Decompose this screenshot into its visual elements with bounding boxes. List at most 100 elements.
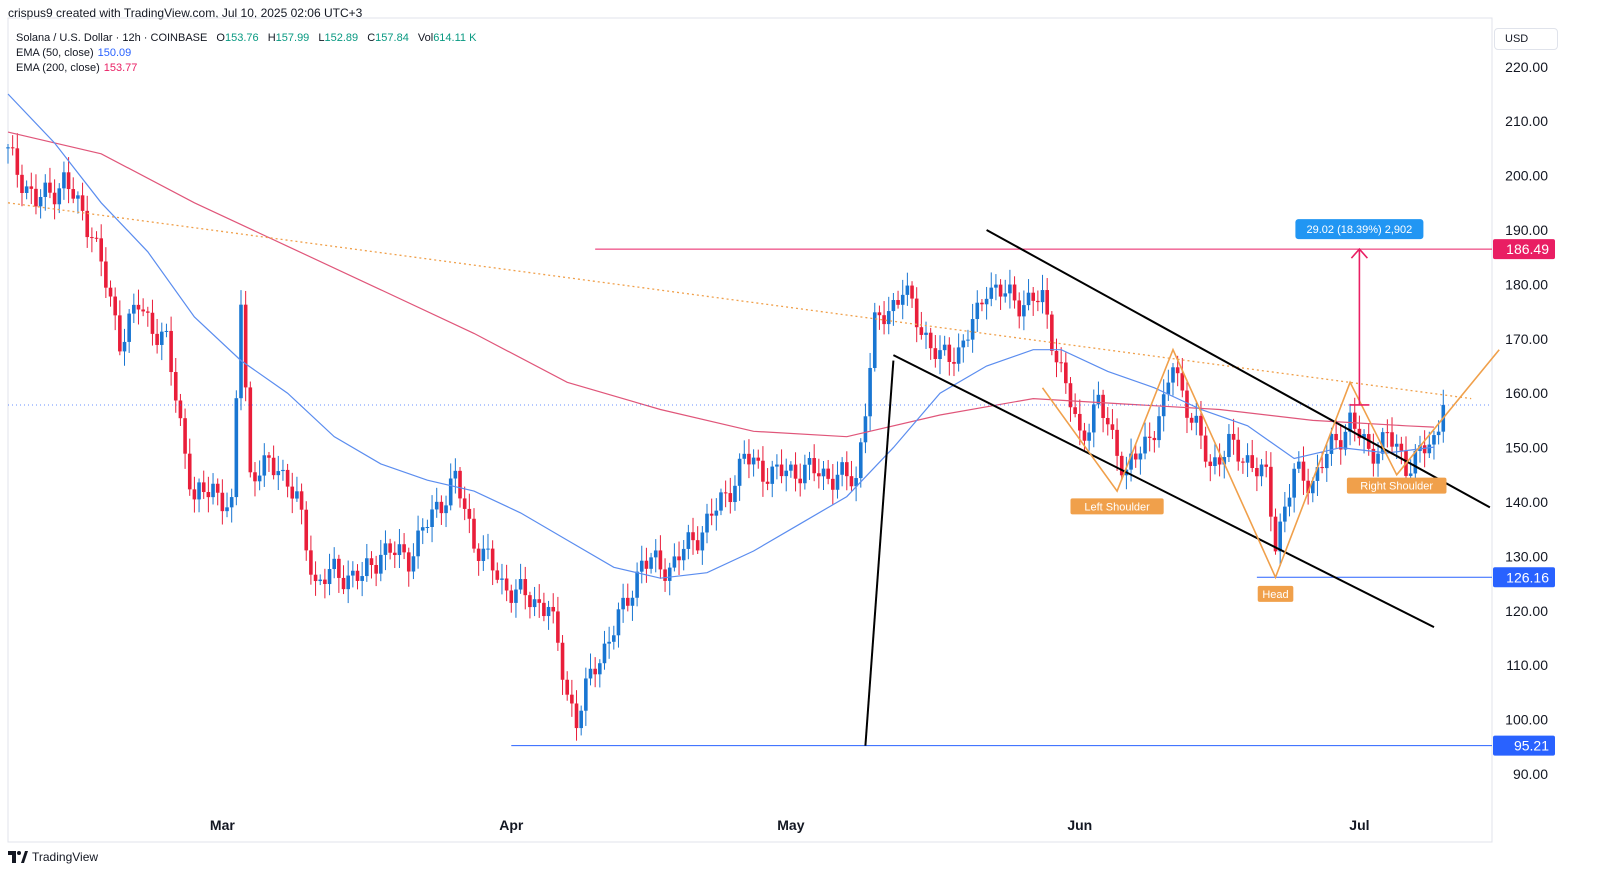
symbol-row[interactable]: Solana / U.S. Dollar · 12h · COINBASE O1… xyxy=(16,31,476,46)
candle-up xyxy=(751,457,756,465)
candle-down xyxy=(1082,430,1087,441)
candle-up xyxy=(719,492,723,511)
candle-down xyxy=(765,481,770,484)
candle-down xyxy=(709,513,714,516)
candle-up xyxy=(425,527,430,529)
candle-down xyxy=(215,483,220,493)
candle-up xyxy=(1287,497,1292,507)
candle-up xyxy=(1157,416,1161,441)
candle-down xyxy=(253,472,257,482)
candle-up xyxy=(1394,443,1399,447)
candle-up xyxy=(854,478,858,487)
candle-down xyxy=(104,261,108,288)
candle-up xyxy=(630,597,635,606)
ema50-legend[interactable]: EMA (50, close) 150.09 xyxy=(16,46,476,61)
candle-down xyxy=(845,462,849,477)
candle-up xyxy=(1222,457,1227,465)
candle-down xyxy=(99,238,103,262)
y-tick-label: 180.00 xyxy=(1505,276,1548,292)
ema200-label: EMA (200, close) xyxy=(16,62,100,74)
candle-up xyxy=(514,589,518,603)
candle-up xyxy=(383,543,388,555)
candle-down xyxy=(1175,367,1180,374)
candle-down xyxy=(826,468,830,479)
candle-up xyxy=(924,332,928,335)
candle-up xyxy=(858,442,863,479)
candle-down xyxy=(849,476,854,487)
candle-up xyxy=(434,501,439,510)
candle-up xyxy=(159,331,164,345)
y-tick-label: 150.00 xyxy=(1505,440,1548,456)
candle-down xyxy=(928,332,933,349)
candle-down xyxy=(1264,464,1268,467)
candle-up xyxy=(1408,473,1413,476)
candle-down xyxy=(728,493,733,503)
candle-up xyxy=(784,470,789,477)
candle-up xyxy=(397,544,402,556)
candle-up xyxy=(1161,394,1166,417)
candle-up xyxy=(486,548,490,550)
measure-tag-label: 29.02 (18.39%) 2,902 xyxy=(1306,224,1412,236)
candle-down xyxy=(462,498,467,509)
candle-down xyxy=(1036,300,1040,303)
candle-down xyxy=(1320,467,1324,469)
ema200-legend[interactable]: EMA (200, close) 153.77 xyxy=(16,61,476,76)
candle-down xyxy=(108,287,113,297)
candle-up xyxy=(132,304,136,314)
candle-down xyxy=(1078,413,1082,431)
high-value: 157.99 xyxy=(275,32,310,44)
candle-up xyxy=(681,548,686,561)
symbol-name[interactable]: Solana / U.S. Dollar · 12h · COINBASE xyxy=(16,32,208,44)
candle-up xyxy=(500,578,504,580)
candle-down xyxy=(94,237,99,239)
candle-up xyxy=(1380,432,1385,454)
candle-up xyxy=(737,458,742,486)
candle-up xyxy=(994,284,998,288)
candle-up xyxy=(667,567,672,581)
candle-down xyxy=(1250,455,1255,469)
candle-down xyxy=(15,148,20,175)
x-tick-label: Jul xyxy=(1349,817,1369,833)
candle-down xyxy=(625,597,630,606)
candle-down xyxy=(201,482,206,493)
candle-up xyxy=(1413,450,1418,474)
low-value: 152.89 xyxy=(324,32,359,44)
candle-up xyxy=(942,344,947,351)
candle-up xyxy=(1227,433,1231,458)
candle-up xyxy=(621,597,625,610)
candle-down xyxy=(663,569,667,581)
candle-down xyxy=(146,311,150,313)
candle-up xyxy=(714,510,719,516)
candle-up xyxy=(1138,453,1143,460)
candle-up xyxy=(1166,382,1171,395)
candle-down xyxy=(155,333,159,345)
high-key: H xyxy=(267,32,276,44)
candles xyxy=(6,133,1446,741)
candle-down xyxy=(187,453,192,490)
currency-button[interactable]: USD xyxy=(1494,28,1558,50)
candle-down xyxy=(570,694,574,704)
candle-up xyxy=(332,558,336,570)
candle-down xyxy=(1217,457,1222,465)
candle-down xyxy=(1255,468,1259,477)
candle-down xyxy=(48,182,52,193)
candle-up xyxy=(938,350,942,360)
candle-down xyxy=(1180,373,1185,391)
candle-down xyxy=(1241,461,1245,463)
candle-up xyxy=(872,312,877,368)
candle-down xyxy=(1147,436,1152,438)
candle-down xyxy=(467,508,472,519)
candle-up xyxy=(956,347,961,364)
candle-down xyxy=(756,457,761,461)
y-tick-label: 130.00 xyxy=(1505,548,1548,564)
neckline-support-tag xyxy=(1493,567,1555,588)
tradingview-brand[interactable]: TradingView xyxy=(8,850,98,864)
y-tick-label: 200.00 xyxy=(1505,168,1548,184)
candle-down xyxy=(523,579,528,596)
candle-down xyxy=(1189,417,1194,423)
candle-down xyxy=(285,469,290,487)
pattern-label-box xyxy=(1257,585,1294,602)
candle-up xyxy=(43,182,48,197)
candle-up xyxy=(1143,436,1147,454)
